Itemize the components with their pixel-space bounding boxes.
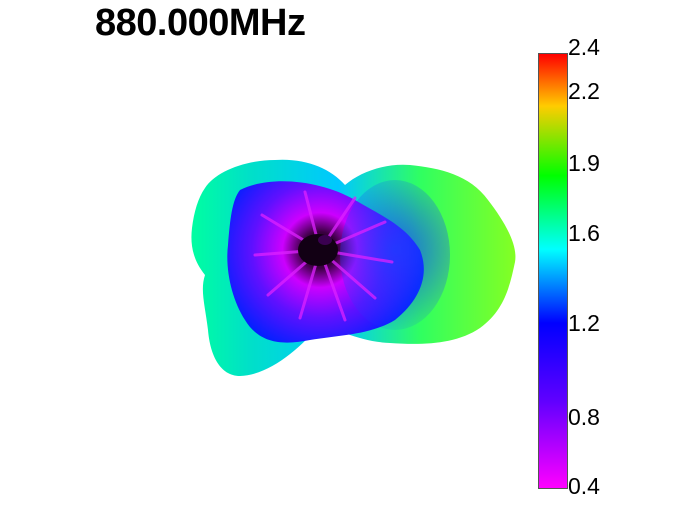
colorbar-tick-label: 1.9 xyxy=(568,150,600,176)
colorbar-tick-label: 0.8 xyxy=(568,404,600,430)
colorbar-tick-label: 2.4 xyxy=(568,34,600,60)
color-scale-bar xyxy=(538,53,568,489)
pattern-core xyxy=(298,234,338,266)
colorbar-tick-label: 2.2 xyxy=(568,78,600,104)
colorbar-tick-label: 1.6 xyxy=(568,220,600,246)
colorbar-tick-label: 0.4 xyxy=(568,473,600,499)
colorbar-tick-label: 1.2 xyxy=(568,310,600,336)
frequency-title: 880.000MHz xyxy=(95,2,306,44)
